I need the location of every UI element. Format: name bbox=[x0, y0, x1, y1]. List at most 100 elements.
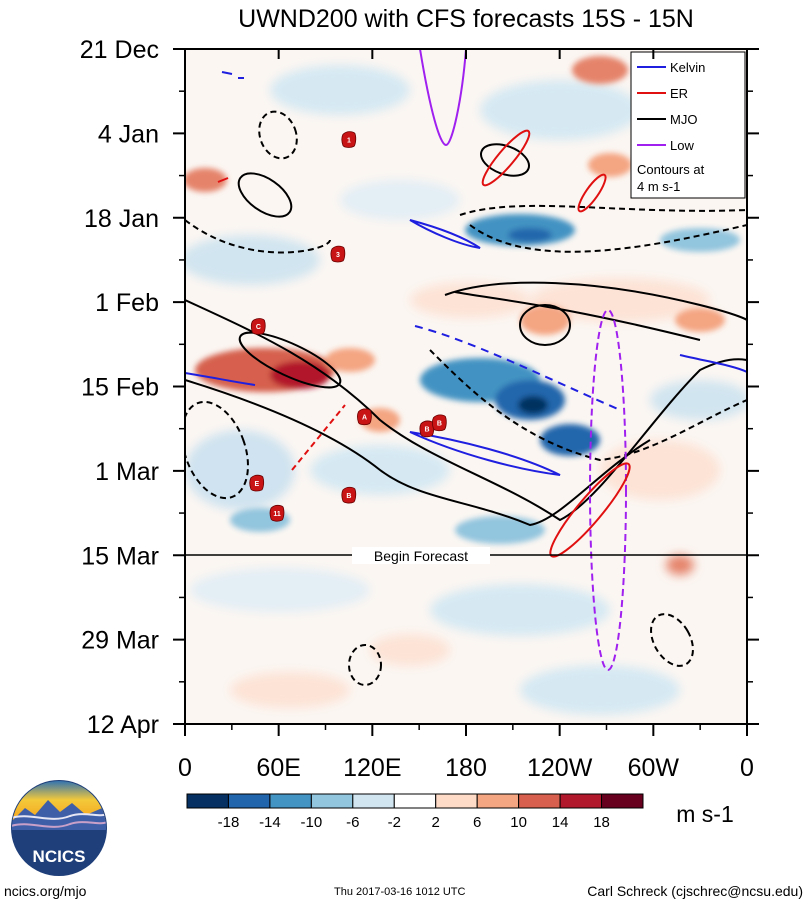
y-tick-label: 15 Feb bbox=[81, 374, 159, 402]
mjo-contour bbox=[185, 379, 651, 527]
storm-marker: B bbox=[419, 420, 435, 438]
footer-timestamp: Thu 2017-03-16 1012 UTC bbox=[334, 886, 466, 898]
mjo-dashed-contour bbox=[469, 224, 747, 253]
colorbar-label: -6 bbox=[346, 814, 359, 831]
chart-title: UWND200 with CFS forecasts 15S - 15N bbox=[238, 5, 694, 33]
mjo-dashed-contour bbox=[258, 110, 298, 160]
storm-label: E bbox=[254, 481, 259, 488]
mjo-contour bbox=[238, 331, 342, 389]
mjo-contour bbox=[185, 299, 747, 522]
storm-symbol bbox=[250, 318, 266, 335]
colorbar-label: -10 bbox=[301, 814, 323, 831]
footer-author: Carl Schreck (cjschrec@ncsu.edu) bbox=[587, 883, 803, 899]
contours bbox=[185, 49, 747, 686]
colorbar-swatch bbox=[352, 793, 395, 809]
kelvin-contour bbox=[409, 431, 561, 476]
colorbar-swatch bbox=[476, 793, 520, 809]
storm-symbol bbox=[249, 474, 265, 492]
colorbar-label: 18 bbox=[593, 814, 610, 831]
storm-symbol bbox=[269, 504, 285, 522]
footer-url[interactable]: ncics.org/mjo bbox=[4, 883, 87, 899]
legend-box bbox=[630, 51, 746, 199]
mjo-dashed-contour bbox=[429, 349, 747, 462]
logo-waves bbox=[12, 813, 106, 820]
storm-label: B bbox=[424, 427, 429, 434]
storm-marker: B bbox=[341, 486, 357, 504]
legend-label-kelvin: Kelvin bbox=[670, 60, 705, 75]
colorbar-label: 14 bbox=[552, 814, 569, 831]
storm-label: A bbox=[362, 415, 367, 422]
kelvin-contour bbox=[221, 71, 244, 79]
colorbar-swatch bbox=[559, 793, 603, 809]
logo-waves bbox=[12, 821, 106, 828]
storm-label: B bbox=[346, 493, 351, 500]
colorbar-swatch bbox=[518, 793, 561, 809]
storm-marker: 3 bbox=[330, 245, 346, 263]
logo-text: NCICS bbox=[33, 847, 86, 866]
mjo-contour bbox=[519, 304, 571, 346]
storm-symbol bbox=[431, 414, 447, 432]
storm-marker: A bbox=[356, 408, 372, 426]
y-tick-label: 1 Feb bbox=[95, 289, 159, 317]
storm-marker: 1 bbox=[341, 131, 357, 148]
kelvin-contour bbox=[409, 219, 481, 249]
colorbar-swatch bbox=[435, 793, 478, 809]
legend: Kelvin ER MJO Low Contours at 4 m s-1 bbox=[630, 51, 746, 199]
low-contour bbox=[419, 49, 467, 147]
storm-marker: C bbox=[250, 318, 266, 335]
colorbar-units: m s-1 bbox=[676, 801, 734, 827]
colorbar-label: -14 bbox=[259, 814, 281, 831]
y-tick-label: 21 Dec bbox=[80, 36, 159, 64]
y-tick-label: 29 Mar bbox=[81, 627, 159, 655]
storm-label: 11 bbox=[273, 511, 281, 518]
mjo-dashed-contour bbox=[185, 219, 331, 254]
mjo-dashed-contour bbox=[348, 644, 382, 686]
storm-symbol bbox=[356, 408, 372, 426]
kelvin-contour bbox=[679, 354, 747, 373]
legend-note-line1: Contours at bbox=[637, 162, 705, 177]
storm-marker: B bbox=[431, 414, 447, 432]
colorbar-swatch bbox=[186, 793, 229, 809]
legend-label-er: ER bbox=[670, 86, 688, 101]
storm-label: 3 bbox=[336, 252, 340, 259]
x-tick-label: 0 bbox=[740, 754, 754, 782]
y-tick-label: 4 Jan bbox=[98, 120, 159, 148]
y-tick-label: 18 Jan bbox=[84, 205, 159, 233]
er-contour bbox=[549, 462, 631, 558]
forecast-label-bg bbox=[352, 547, 490, 564]
colorbar-swatch bbox=[269, 793, 312, 809]
er-contour bbox=[481, 129, 531, 187]
colorbar-swatch bbox=[227, 793, 271, 809]
colorbar-label: 6 bbox=[473, 814, 481, 831]
storm-label: 1 bbox=[347, 137, 351, 144]
x-tick-label: 180 bbox=[445, 754, 487, 782]
x-tick-label: 120W bbox=[527, 754, 593, 782]
storm-symbol bbox=[341, 131, 357, 148]
legend-label-mjo: MJO bbox=[670, 112, 697, 127]
er-contour bbox=[577, 173, 607, 213]
mjo-contour bbox=[480, 143, 530, 177]
storm-label: B bbox=[437, 421, 442, 428]
y-tick-label: 12 Apr bbox=[87, 711, 159, 739]
x-axis: 0 60E 120E 180 120W 60W 0 bbox=[178, 49, 754, 782]
mjo-contour bbox=[237, 172, 293, 218]
x-tick-label: 0 bbox=[178, 754, 192, 782]
y-tick-label: 15 Mar bbox=[81, 542, 159, 570]
storm-marker: 11 bbox=[269, 504, 285, 522]
y-tick-label: 1 Mar bbox=[95, 458, 159, 486]
kelvin-contour bbox=[185, 372, 256, 386]
legend-note-line2: 4 m s-1 bbox=[637, 179, 680, 194]
storm-symbol bbox=[341, 486, 357, 504]
mjo-dashed-contour bbox=[459, 204, 747, 216]
storm-symbol bbox=[419, 420, 435, 438]
x-tick-label: 60E bbox=[256, 754, 300, 782]
mjo-dashed-contour bbox=[185, 400, 249, 500]
colorbar: -18 -14 -10 -6 -2 2 6 10 14 18 bbox=[186, 793, 644, 831]
y-axis: 21 Dec 4 Jan 18 Jan 1 Feb 15 Feb 1 Mar 15 Mar 2… bbox=[80, 36, 759, 739]
forecast-start-label: Begin Forecast bbox=[374, 548, 468, 564]
colorbar-swatch bbox=[393, 793, 437, 809]
kelvin-contour bbox=[414, 325, 621, 411]
legend-label-low: Low bbox=[670, 138, 694, 153]
colorbar-swatch bbox=[310, 793, 354, 809]
